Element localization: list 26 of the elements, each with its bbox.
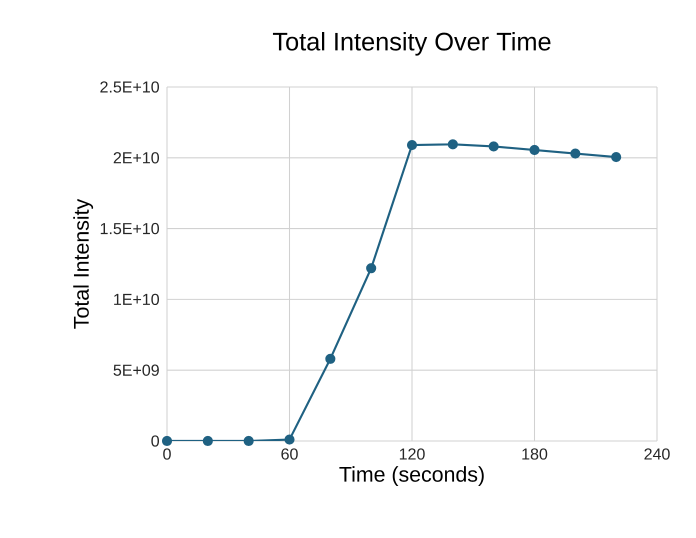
y-tick-label: 2.5E+10 xyxy=(100,81,160,93)
point xyxy=(162,436,172,446)
y-tick-label: 5E+09 xyxy=(114,364,159,376)
x-tick-label: 120 xyxy=(400,448,425,460)
y-tick-label: 1E+10 xyxy=(114,294,160,306)
chart-title: Total Intensity Over Time xyxy=(272,32,550,56)
point xyxy=(284,434,295,445)
point xyxy=(366,263,376,274)
point xyxy=(570,148,580,159)
x-axis-title: Time (seconds) xyxy=(339,466,484,486)
y-axis-title: Total Intensity xyxy=(73,198,94,329)
x-tick-label: 240 xyxy=(644,448,670,460)
point xyxy=(611,152,622,162)
x-tick-label: 60 xyxy=(281,448,298,460)
point xyxy=(529,144,540,156)
point xyxy=(202,436,213,446)
y-tick-label: 1.5E+10 xyxy=(100,222,160,234)
y-tick-label: 0 xyxy=(151,435,160,447)
point xyxy=(325,354,336,364)
point xyxy=(448,139,458,150)
x-tick-label: 180 xyxy=(522,448,548,460)
point xyxy=(406,140,418,150)
point xyxy=(244,436,254,446)
y-tick-label: 2E+10 xyxy=(114,152,160,164)
point xyxy=(488,141,499,152)
x-tick-label: 0 xyxy=(163,448,171,460)
